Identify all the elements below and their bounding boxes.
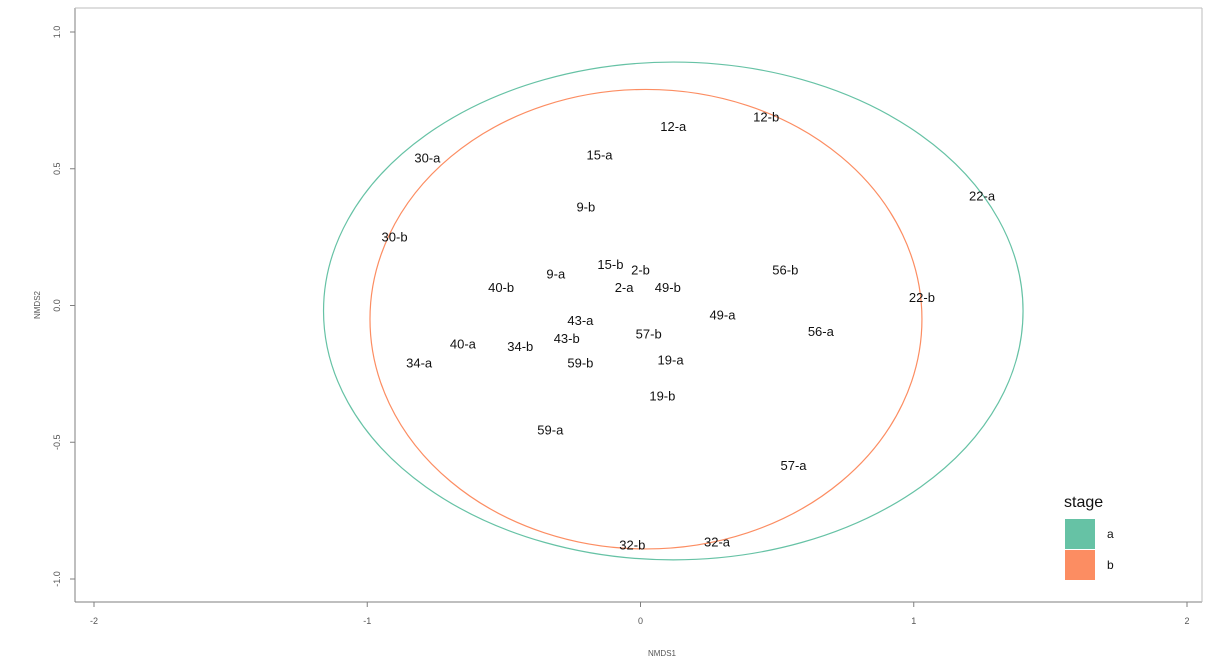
legend-key-a <box>1065 519 1095 549</box>
legend-title: stage <box>1064 494 1103 511</box>
point-label-19-b: 19-b <box>649 388 675 403</box>
point-label-56-b: 56-b <box>772 262 798 277</box>
confidence-ellipses <box>322 61 1024 561</box>
point-label-49-b: 49-b <box>655 280 681 295</box>
panel-background <box>75 8 1202 602</box>
x-tick-label-2: 0 <box>638 616 643 626</box>
point-label-56-a: 56-a <box>808 324 835 339</box>
ellipse-stage-b <box>369 88 923 550</box>
legend-key-b <box>1065 550 1095 580</box>
point-label-43-a: 43-a <box>567 313 594 328</box>
point-label-9-b: 9-b <box>576 200 595 215</box>
x-axis: -2 -1 0 1 2 <box>90 602 1190 626</box>
point-label-49-a: 49-a <box>709 308 736 323</box>
x-axis-title: NMDS1 <box>648 649 677 658</box>
point-label-59-a: 59-a <box>537 422 564 437</box>
x-tick-label-4: 2 <box>1184 616 1189 626</box>
legend-label-b: b <box>1107 558 1114 572</box>
point-label-2-b: 2-b <box>631 262 650 277</box>
point-label-19-a: 19-a <box>658 353 685 368</box>
point-label-40-b: 40-b <box>488 280 514 295</box>
y-tick-label-3: 0.5 <box>52 162 62 175</box>
legend-label-a: a <box>1107 527 1114 541</box>
point-label-15-b: 15-b <box>597 257 623 272</box>
point-label-59-b: 59-b <box>567 355 593 370</box>
point-label-30-a: 30-a <box>414 150 441 165</box>
point-label-43-b: 43-b <box>554 331 580 346</box>
y-tick-label-2: 0.0 <box>52 299 62 312</box>
point-label-34-a: 34-a <box>406 355 433 370</box>
y-tick-label-4: 1.0 <box>52 26 62 39</box>
legend: stage a b <box>1064 494 1114 580</box>
x-tick-label-0: -2 <box>90 616 98 626</box>
point-label-9-a: 9-a <box>546 267 566 282</box>
y-axis-title: NMDS2 <box>33 290 42 319</box>
point-label-15-a: 15-a <box>586 148 613 163</box>
x-tick-label-3: 1 <box>911 616 916 626</box>
ellipse-stage-a <box>322 61 1024 561</box>
point-label-30-b: 30-b <box>382 230 408 245</box>
point-label-2-a: 2-a <box>615 280 635 295</box>
y-tick-label-1: -0.5 <box>52 434 62 450</box>
y-tick-label-0: -1.0 <box>52 571 62 587</box>
point-label-32-b: 32-b <box>619 537 645 552</box>
point-label-12-a: 12-a <box>660 119 687 134</box>
y-axis: -1.0 -0.5 0.0 0.5 1.0 <box>52 26 75 587</box>
point-label-57-b: 57-b <box>636 327 662 342</box>
point-label-34-b: 34-b <box>507 339 533 354</box>
point-label-22-a: 22-a <box>969 189 996 204</box>
x-tick-label-1: -1 <box>363 616 371 626</box>
point-labels: 12-a 12-b 15-a 30-a 22-a 9-b 30-b 15-b 2-b 9-a 56-… <box>382 109 996 552</box>
point-label-57-a: 57-a <box>781 458 808 473</box>
point-label-22-b: 22-b <box>909 290 935 305</box>
point-label-32-a: 32-a <box>704 535 731 550</box>
point-label-12-b: 12-b <box>753 109 779 124</box>
point-label-40-a: 40-a <box>450 336 477 351</box>
